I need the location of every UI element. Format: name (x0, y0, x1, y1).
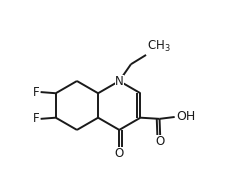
Text: F: F (33, 86, 40, 99)
Text: OH: OH (176, 110, 195, 123)
Text: F: F (33, 112, 40, 125)
Text: N: N (115, 74, 124, 87)
Text: O: O (115, 147, 124, 160)
Text: CH$_3$: CH$_3$ (147, 39, 171, 54)
Text: O: O (156, 135, 165, 148)
